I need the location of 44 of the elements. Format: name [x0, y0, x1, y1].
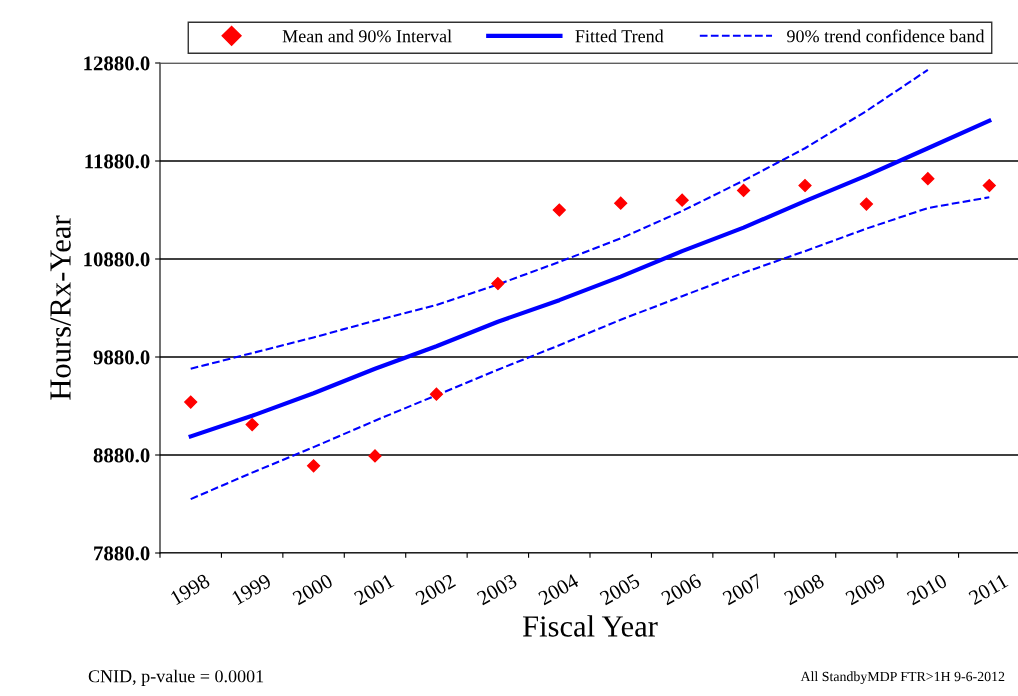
point [184, 395, 198, 409]
x-tick-label: 2007 [721, 573, 764, 606]
legend-label: Fitted Trend [575, 29, 664, 43]
point [675, 193, 689, 207]
point [491, 276, 505, 291]
point [798, 178, 812, 193]
point [736, 183, 751, 197]
point [982, 178, 996, 193]
x-tick-label: 2006 [660, 573, 703, 606]
x-tick-label: 2008 [783, 573, 825, 606]
x-tick-label: 2011 [967, 573, 1009, 606]
x-tick-label: 1998 [169, 573, 211, 606]
y-tick-label: 8880.0 [93, 448, 150, 463]
x-axis-title: Fiscal Year [522, 615, 658, 637]
text: CNID, p-value = 0.0001 [88, 669, 264, 686]
x-tick-label: 2010 [906, 573, 948, 606]
x-tick-label: 2000 [291, 573, 334, 606]
x-tick-label: 2004 [537, 573, 580, 606]
line-series [188, 118, 992, 439]
point [429, 387, 444, 401]
y-tick-label: 10880.0 [84, 252, 150, 267]
y-tick-label: 9880.0 [93, 350, 150, 365]
x-tick-label: 2001 [353, 573, 395, 606]
point [921, 172, 935, 186]
text: All StandbyMDP FTR>1H 9-6-2012 [800, 671, 1005, 684]
x-tick-label: 2002 [414, 573, 457, 606]
point [245, 418, 259, 432]
legend-label: Mean and 90% Interval [282, 29, 452, 43]
y-tick-label: 7880.0 [94, 546, 150, 561]
line-series [189, 196, 991, 501]
point [368, 449, 382, 463]
y-axis-title: Hours/Rx-Year [50, 215, 71, 400]
point [859, 197, 874, 211]
x-tick-label: 2003 [476, 573, 518, 606]
y-tick-label: 11880.0 [85, 154, 150, 169]
line-series [189, 68, 929, 370]
x-tick-label: 2005 [599, 573, 641, 606]
legend-label: 90% trend confidence band [787, 29, 985, 43]
x-tick-label: 1999 [231, 573, 273, 606]
point [614, 196, 628, 210]
y-tick-label: 12880.0 [84, 56, 150, 71]
point [552, 203, 566, 217]
point [306, 459, 321, 473]
x-tick-label: 2009 [844, 573, 887, 606]
